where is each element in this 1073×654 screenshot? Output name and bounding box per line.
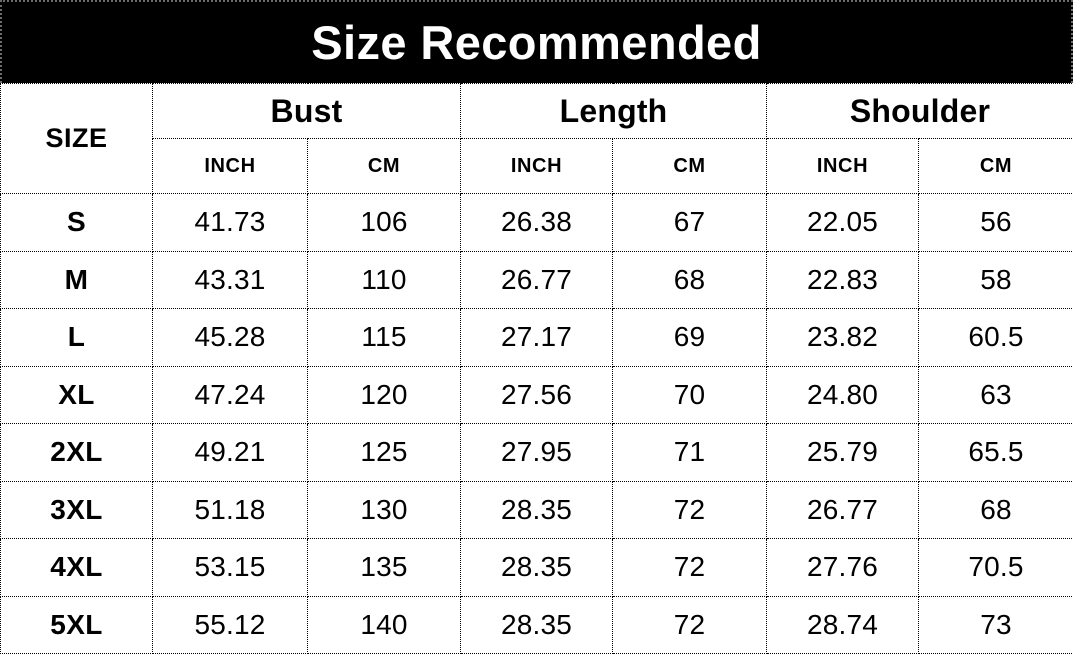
cell-shoulder-cm: 70.5 [919,539,1073,597]
cell-bust-inch: 55.12 [153,596,308,654]
cell-length-inch: 28.35 [461,539,613,597]
cell-shoulder-cm: 58 [919,251,1073,309]
size-table: SIZE Bust Length Shoulder INCH CM INCH C… [0,83,1073,654]
cell-size: 2XL [1,424,153,482]
page-title: Size Recommended [311,19,761,66]
cell-bust-inch: 45.28 [153,309,308,367]
cell-length-inch: 27.56 [461,366,613,424]
cell-shoulder-inch: 22.05 [767,194,919,252]
header-unit-shoulder-cm: CM [919,139,1073,194]
cell-shoulder-inch: 28.74 [767,596,919,654]
table-row: M 43.31 110 26.77 68 22.83 58 [1,251,1073,309]
cell-shoulder-cm: 65.5 [919,424,1073,482]
cell-bust-inch: 47.24 [153,366,308,424]
cell-length-inch: 26.77 [461,251,613,309]
cell-bust-cm: 125 [308,424,461,482]
cell-length-inch: 28.35 [461,596,613,654]
cell-length-inch: 26.38 [461,194,613,252]
cell-size: 3XL [1,481,153,539]
cell-bust-inch: 51.18 [153,481,308,539]
header-unit-bust-cm: CM [308,139,461,194]
cell-size: 5XL [1,596,153,654]
cell-bust-cm: 130 [308,481,461,539]
table-body: S 41.73 106 26.38 67 22.05 56 M 43.31 11… [1,194,1073,654]
table-row: 5XL 55.12 140 28.35 72 28.74 73 [1,596,1073,654]
cell-bust-cm: 135 [308,539,461,597]
table-row: 2XL 49.21 125 27.95 71 25.79 65.5 [1,424,1073,482]
cell-shoulder-cm: 60.5 [919,309,1073,367]
header-group-bust: Bust [153,84,461,139]
header-unit-shoulder-inch: INCH [767,139,919,194]
cell-size: S [1,194,153,252]
cell-size: 4XL [1,539,153,597]
cell-length-cm: 72 [613,539,767,597]
table-row: S 41.73 106 26.38 67 22.05 56 [1,194,1073,252]
cell-length-cm: 68 [613,251,767,309]
cell-length-inch: 27.17 [461,309,613,367]
cell-bust-cm: 106 [308,194,461,252]
title-banner: Size Recommended [0,0,1073,83]
cell-bust-inch: 43.31 [153,251,308,309]
cell-shoulder-inch: 27.76 [767,539,919,597]
cell-bust-inch: 53.15 [153,539,308,597]
cell-shoulder-inch: 22.83 [767,251,919,309]
cell-size: M [1,251,153,309]
header-unit-length-cm: CM [613,139,767,194]
header-unit-length-inch: INCH [461,139,613,194]
header-unit-bust-inch: INCH [153,139,308,194]
cell-shoulder-cm: 63 [919,366,1073,424]
table-row: 4XL 53.15 135 28.35 72 27.76 70.5 [1,539,1073,597]
cell-shoulder-inch: 24.80 [767,366,919,424]
cell-length-cm: 72 [613,596,767,654]
table-row: 3XL 51.18 130 28.35 72 26.77 68 [1,481,1073,539]
cell-length-cm: 71 [613,424,767,482]
cell-bust-cm: 110 [308,251,461,309]
cell-length-inch: 27.95 [461,424,613,482]
cell-length-cm: 67 [613,194,767,252]
cell-bust-cm: 115 [308,309,461,367]
cell-shoulder-cm: 56 [919,194,1073,252]
cell-shoulder-inch: 23.82 [767,309,919,367]
cell-bust-inch: 49.21 [153,424,308,482]
table-row: L 45.28 115 27.17 69 23.82 60.5 [1,309,1073,367]
cell-size: L [1,309,153,367]
header-group-length: Length [461,84,767,139]
cell-length-cm: 72 [613,481,767,539]
cell-length-inch: 28.35 [461,481,613,539]
cell-bust-inch: 41.73 [153,194,308,252]
table-row: XL 47.24 120 27.56 70 24.80 63 [1,366,1073,424]
cell-length-cm: 69 [613,309,767,367]
cell-shoulder-cm: 68 [919,481,1073,539]
table-header: SIZE Bust Length Shoulder INCH CM INCH C… [1,84,1073,194]
cell-shoulder-inch: 26.77 [767,481,919,539]
cell-shoulder-cm: 73 [919,596,1073,654]
header-size: SIZE [1,84,153,194]
cell-bust-cm: 120 [308,366,461,424]
header-group-shoulder: Shoulder [767,84,1073,139]
cell-shoulder-inch: 25.79 [767,424,919,482]
cell-size: XL [1,366,153,424]
header-row-groups: SIZE Bust Length Shoulder [1,84,1073,139]
header-row-units: INCH CM INCH CM INCH CM [1,139,1073,194]
cell-length-cm: 70 [613,366,767,424]
cell-bust-cm: 140 [308,596,461,654]
